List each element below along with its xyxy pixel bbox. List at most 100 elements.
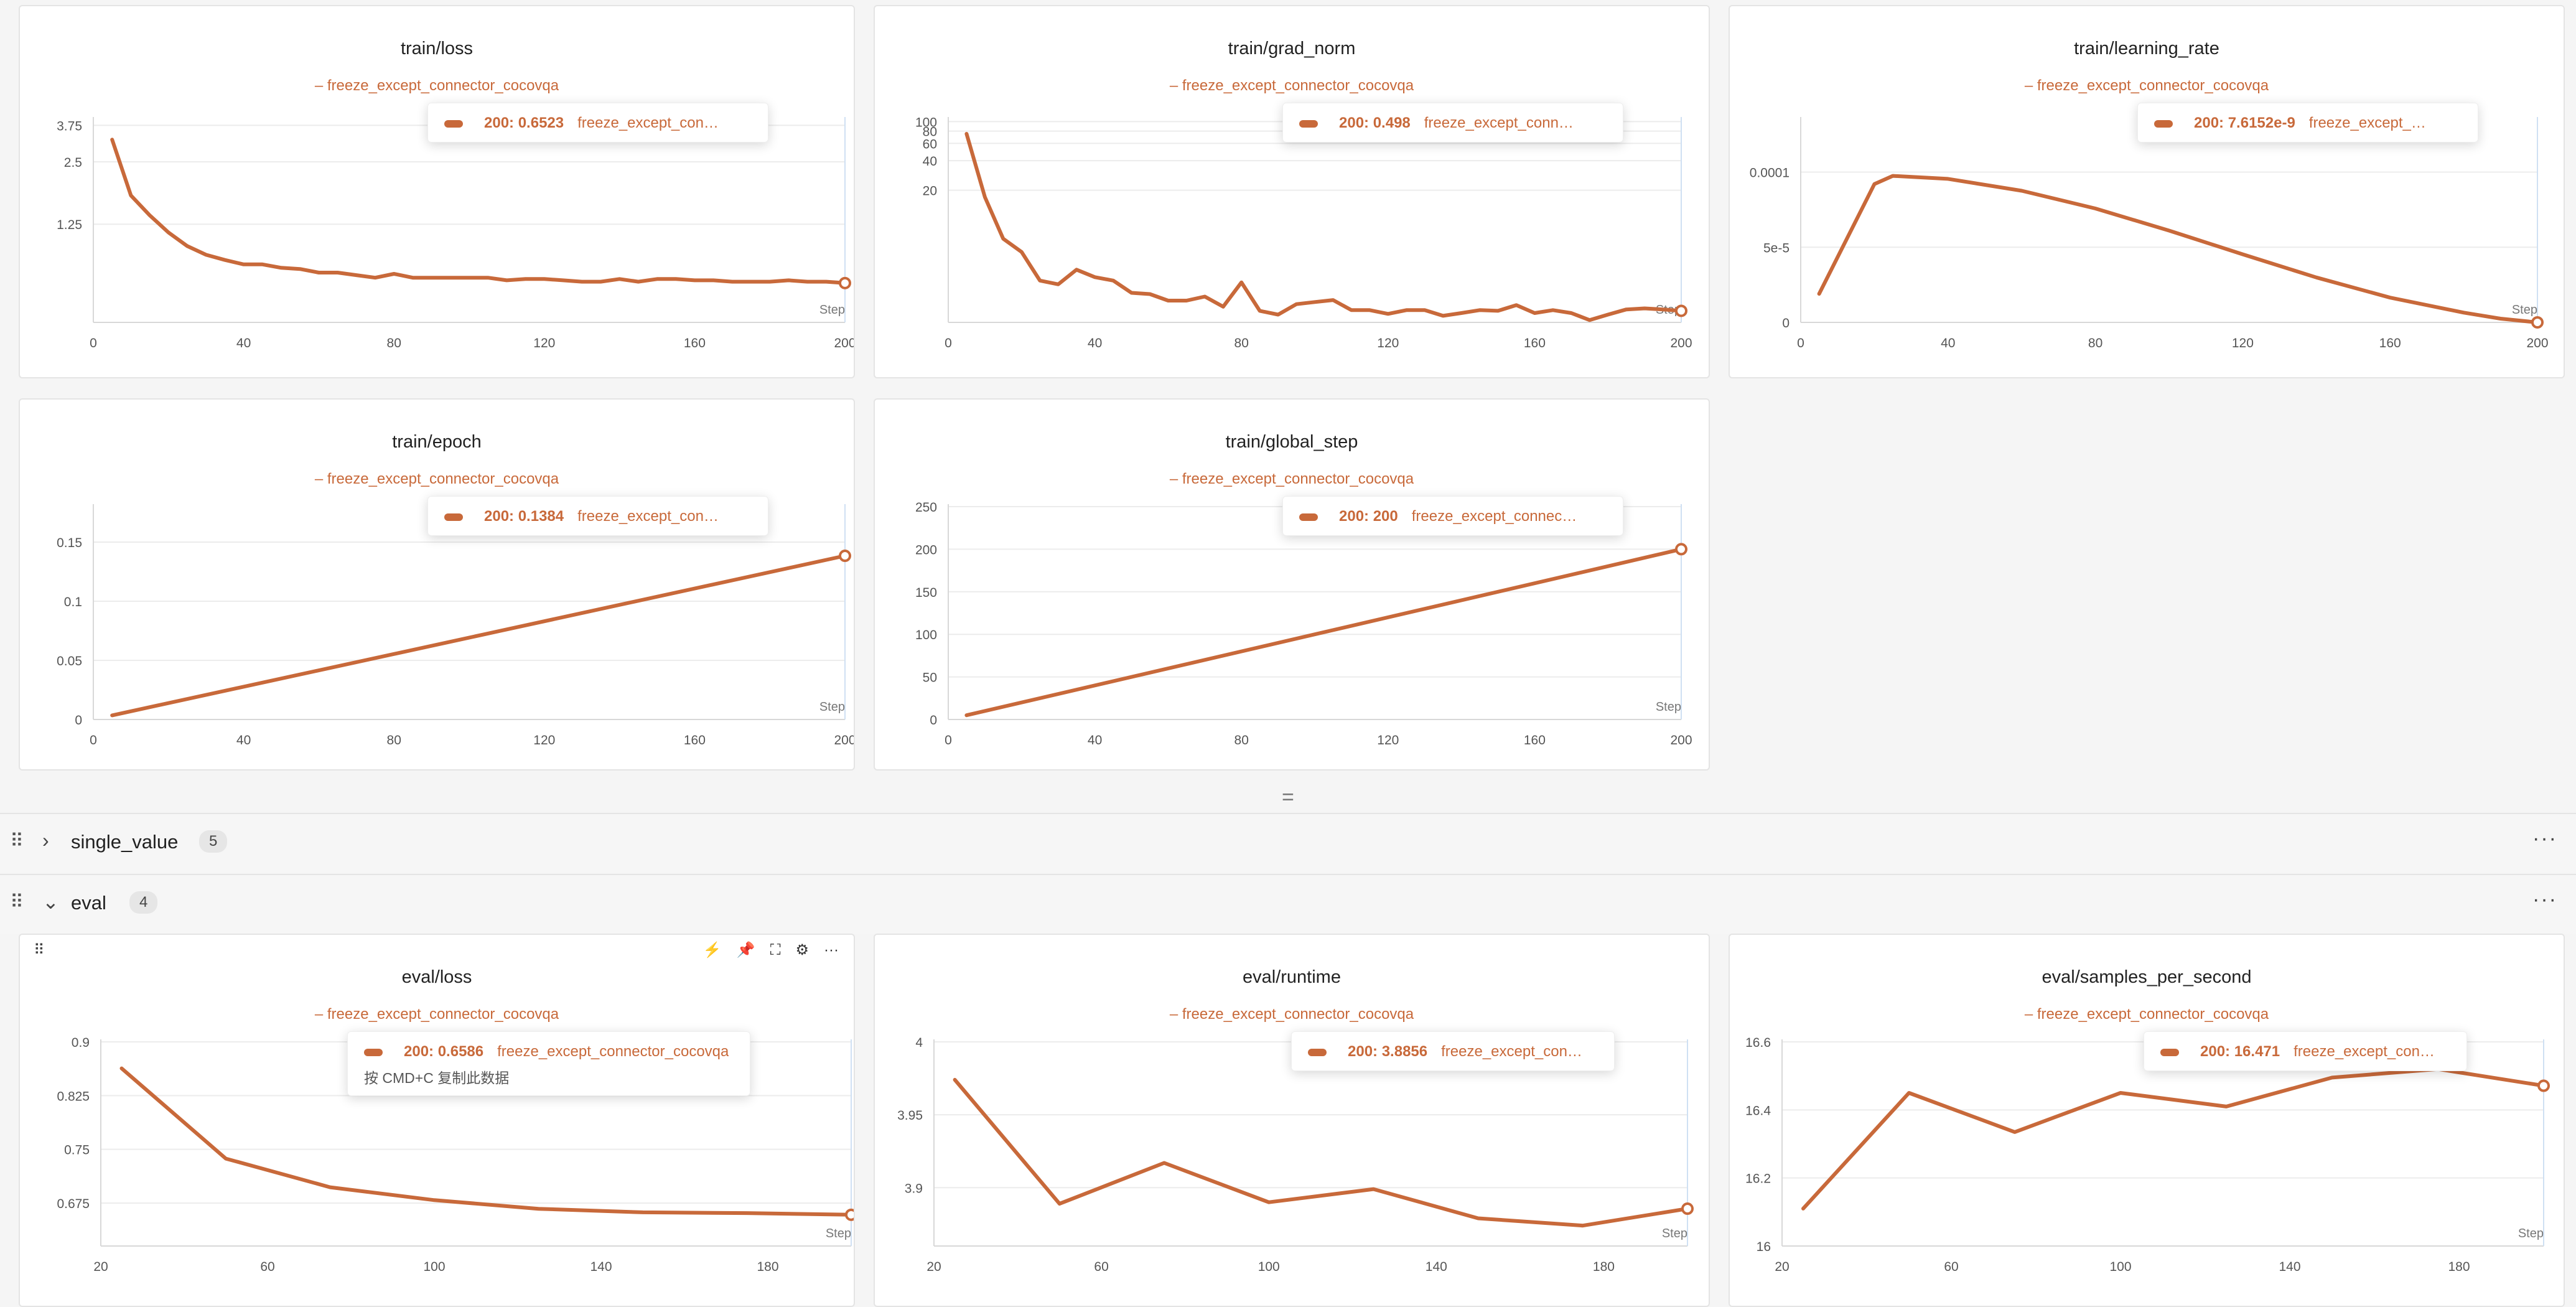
tooltip-value: 200: 0.6523 xyxy=(484,115,564,131)
y-tick-label: 0.05 xyxy=(57,654,82,668)
chart-title: eval/runtime xyxy=(1243,967,1341,987)
legend-entry[interactable]: – freeze_except_connector_cocovqa xyxy=(2024,1006,2269,1023)
x-tick-label: 120 xyxy=(533,733,555,747)
tooltip-series-name: freeze_except_con… xyxy=(1441,1043,1582,1060)
series-line[interactable] xyxy=(110,138,847,285)
series-line[interactable] xyxy=(1817,174,2539,324)
tooltip-value: 200: 0.498 xyxy=(1339,115,1411,131)
chart-title: train/grad_norm xyxy=(1228,39,1356,59)
x-tick-label: 20 xyxy=(1775,1260,1789,1274)
chart-plot[interactable]: 16.6 16.4 16.2 16 20 60 100 140 180 Step xyxy=(1730,935,2565,1307)
y-tick-label: 50 xyxy=(923,671,937,685)
hover-tooltip: 200: 0.498 freeze_except_conn… xyxy=(1282,103,1623,143)
chart-title: train/epoch xyxy=(392,432,482,452)
chart-card[interactable]: train/loss – freeze_except_connector_coco… xyxy=(19,5,855,378)
tooltip-value: 200: 200 xyxy=(1339,508,1398,525)
y-tick-label: 3.9 xyxy=(905,1181,923,1196)
legend-entry[interactable]: – freeze_except_connector_cocovqa xyxy=(314,1006,559,1023)
x-tick-label: 40 xyxy=(1088,733,1102,747)
panel-resize-handle[interactable]: = xyxy=(1282,785,1294,809)
group-count-badge: 4 xyxy=(129,891,158,914)
last-point-marker xyxy=(1675,543,1687,556)
legend-entry[interactable]: – freeze_except_connector_cocovqa xyxy=(1169,1006,1414,1023)
chart-card[interactable]: train/global_step – freeze_except_connect… xyxy=(874,398,1710,771)
pin-icon[interactable]: 📌 xyxy=(736,942,755,958)
chevron-right-icon[interactable]: › xyxy=(42,829,49,851)
y-tick-label: 20 xyxy=(923,184,937,199)
x-tick-label: 160 xyxy=(684,336,706,350)
y-tick-label: 100 xyxy=(915,115,937,129)
group-header-eval[interactable]: ⠿ ⌄ eval 4 ··· xyxy=(0,874,2576,934)
y-tick-label: 40 xyxy=(923,154,937,169)
series-line[interactable] xyxy=(119,1066,853,1217)
settings-icon[interactable]: ⚙ xyxy=(795,942,810,958)
chart-plot[interactable]: 0.0001 5e-5 00 40 80 120 160 200 Step xyxy=(1730,6,2565,378)
group-name: eval xyxy=(71,892,106,914)
group-header-single-value[interactable]: ⠿ › single_value 5 ··· xyxy=(0,813,2576,873)
tooltip-value: 200: 7.6152e-9 xyxy=(2194,115,2295,131)
fullscreen-icon[interactable]: ⛶ xyxy=(770,942,781,958)
legend-entry[interactable]: – freeze_except_connector_cocovqa xyxy=(314,471,559,487)
y-tick-label: 1.25 xyxy=(57,218,82,232)
series-line[interactable] xyxy=(110,554,847,718)
series-swatch xyxy=(444,119,463,128)
x-tick-label: 0 xyxy=(90,733,97,747)
x-tick-label: 200 xyxy=(1670,336,1692,350)
hover-tooltip: 200: 0.1384 freeze_except_con… xyxy=(427,496,768,536)
legend-entry[interactable]: – freeze_except_connector_cocovqa xyxy=(314,77,559,94)
legend-entry[interactable]: – freeze_except_connector_cocovqa xyxy=(2024,77,2269,94)
x-tick-label: 200 xyxy=(2526,336,2548,350)
x-tick-label: 60 xyxy=(260,1260,274,1274)
chart-card[interactable]: eval/runtime – freeze_except_connector_co… xyxy=(874,934,1710,1307)
series-line[interactable] xyxy=(964,547,1683,718)
x-tick-label: 160 xyxy=(2379,336,2401,350)
x-tick-label: 120 xyxy=(2232,336,2254,350)
chart-card[interactable]: eval/loss – freeze_except_connector_cocov… xyxy=(19,934,855,1307)
series-line[interactable] xyxy=(964,132,1683,322)
chart-plot[interactable]: 0.9 0.825 0.75 0.675 20 60 100 140 180 Step xyxy=(20,935,855,1307)
x-tick-label: 80 xyxy=(2088,336,2102,350)
y-tick-label: 0.1 xyxy=(64,595,82,609)
lightning-icon[interactable]: ⚡ xyxy=(702,942,722,958)
chart-title: eval/loss xyxy=(401,967,472,987)
chart-plot[interactable]: 4 3.95 3.9 20 60 100 140 180 Step xyxy=(875,935,1710,1307)
series-swatch xyxy=(364,1048,383,1056)
chart-card[interactable]: train/grad_norm – freeze_except_connector… xyxy=(874,5,1710,378)
chevron-down-icon[interactable]: ⌄ xyxy=(42,891,59,913)
y-tick-label: 5e-5 xyxy=(1763,241,1790,255)
drag-handle-icon[interactable]: ⠿ xyxy=(34,942,45,958)
chart-plot[interactable]: 250 200 150 100 50 00 40 80 120 160 200 Step xyxy=(875,400,1710,771)
x-tick-label: 0 xyxy=(945,733,952,747)
drag-handle-icon[interactable]: ⠿ xyxy=(10,831,24,851)
series-line[interactable] xyxy=(1801,1067,2546,1211)
chart-card[interactable]: train/epoch – freeze_except_connector_coc… xyxy=(19,398,855,771)
chart-plot[interactable]: 0.15 0.1 0.05 00 40 80 120 160 200 Step xyxy=(20,400,855,771)
y-tick-label: 0.675 xyxy=(57,1197,90,1211)
last-point-marker xyxy=(839,550,851,563)
legend-entry[interactable]: – freeze_except_connector_cocovqa xyxy=(1169,471,1414,487)
hover-tooltip: 200: 0.6523 freeze_except_con… xyxy=(427,103,768,143)
x-tick-label: 80 xyxy=(1234,733,1249,747)
series-swatch xyxy=(444,513,463,521)
last-point-marker xyxy=(2531,316,2544,329)
y-tick-label: 250 xyxy=(915,500,937,515)
hover-tooltip: 200: 200 freeze_except_connec… xyxy=(1282,496,1623,536)
x-tick-label: 40 xyxy=(236,733,251,747)
more-icon[interactable]: ··· xyxy=(2532,888,2557,911)
last-point-marker xyxy=(845,1208,854,1221)
chart-card[interactable]: train/learning_rate – freeze_except_conne… xyxy=(1729,5,2565,378)
tooltip-series-name: freeze_except_con… xyxy=(577,115,719,131)
more-icon[interactable]: ··· xyxy=(824,942,839,958)
chart-card[interactable]: eval/samples_per_second – freeze_except_c… xyxy=(1729,934,2565,1307)
hover-tooltip: 200: 0.6586 freeze_except_connector_cocov… xyxy=(347,1031,750,1096)
more-icon[interactable]: ··· xyxy=(2532,827,2557,850)
legend-entry[interactable]: – freeze_except_connector_cocovqa xyxy=(1169,77,1414,94)
x-tick-label: 100 xyxy=(1258,1260,1280,1274)
chart-plot[interactable]: 3.75 2.5 1.25 0 40 80 120 160 200 Step xyxy=(20,6,855,378)
series-line[interactable] xyxy=(953,1077,1689,1228)
drag-handle-icon[interactable]: ⠿ xyxy=(10,892,24,912)
y-tick-label: 16.2 xyxy=(1745,1172,1771,1186)
x-axis-label: Step xyxy=(2512,303,2537,317)
last-point-marker xyxy=(2537,1079,2550,1092)
